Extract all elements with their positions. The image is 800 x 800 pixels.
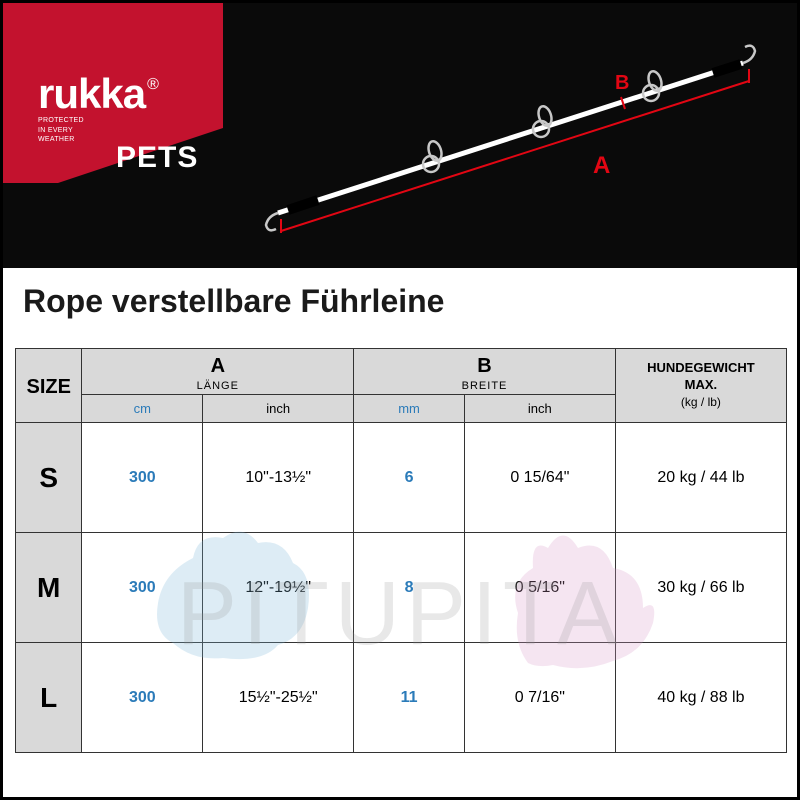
table-body: S 300 10"-13½" 6 0 15/64" 20 kg / 44 lb … xyxy=(16,423,787,753)
cell-b-in: 0 7/16" xyxy=(464,643,615,753)
unit-a-inch: inch xyxy=(203,395,354,423)
cell-b-mm: 6 xyxy=(354,423,465,533)
brand-sub: PETS xyxy=(116,143,198,173)
col-weight-header: HUNDEGEWICHT MAX. (kg / lb) xyxy=(615,349,786,423)
cell-size: L xyxy=(16,643,82,753)
cell-a-cm: 300 xyxy=(82,643,203,753)
cell-weight: 30 kg / 66 lb xyxy=(615,533,786,643)
brand-tagline: PROTECTED IN EVERY WEATHER xyxy=(38,117,157,144)
unit-b-inch: inch xyxy=(464,395,615,423)
cell-a-in: 12"-19½" xyxy=(203,533,354,643)
cell-b-mm: 8 xyxy=(354,533,465,643)
cell-b-mm: 11 xyxy=(354,643,465,753)
col-a-header: A LÄNGE xyxy=(82,349,354,395)
product-title: Rope verstellbare Führleine xyxy=(23,283,444,320)
registered-mark: ® xyxy=(147,76,159,93)
unit-a-cm: cm xyxy=(82,395,203,423)
col-b-header: B BREITE xyxy=(354,349,616,395)
cell-a-cm: 300 xyxy=(82,533,203,643)
cell-size: M xyxy=(16,533,82,643)
cell-weight: 20 kg / 44 lb xyxy=(615,423,786,533)
table-row: S 300 10"-13½" 6 0 15/64" 20 kg / 44 lb xyxy=(16,423,787,533)
cell-weight: 40 kg / 88 lb xyxy=(615,643,786,753)
brand-name: rukka xyxy=(38,73,145,115)
cell-a-in: 15½"-25½" xyxy=(203,643,354,753)
unit-b-mm: mm xyxy=(354,395,465,423)
cell-b-in: 0 5/16" xyxy=(464,533,615,643)
cell-a-cm: 300 xyxy=(82,423,203,533)
dim-a-label: A xyxy=(593,152,610,179)
leash-diagram: B A xyxy=(253,33,773,243)
dim-b-label: B xyxy=(615,72,629,94)
table-row: M 300 12"-19½" 8 0 5/16" 30 kg / 66 lb xyxy=(16,533,787,643)
cell-b-in: 0 15/64" xyxy=(464,423,615,533)
cell-a-in: 10"-13½" xyxy=(203,423,354,533)
col-size-header: SIZE xyxy=(16,349,82,423)
brand-logo: rukka® PROTECTED IN EVERY WEATHER PETS xyxy=(38,73,157,144)
hero-banner: rukka® PROTECTED IN EVERY WEATHER PETS xyxy=(3,3,797,268)
size-table: SIZE A LÄNGE B BREITE HUNDEGEWICHT MAX. … xyxy=(15,348,787,753)
cell-size: S xyxy=(16,423,82,533)
table-row: L 300 15½"-25½" 11 0 7/16" 40 kg / 88 lb xyxy=(16,643,787,753)
